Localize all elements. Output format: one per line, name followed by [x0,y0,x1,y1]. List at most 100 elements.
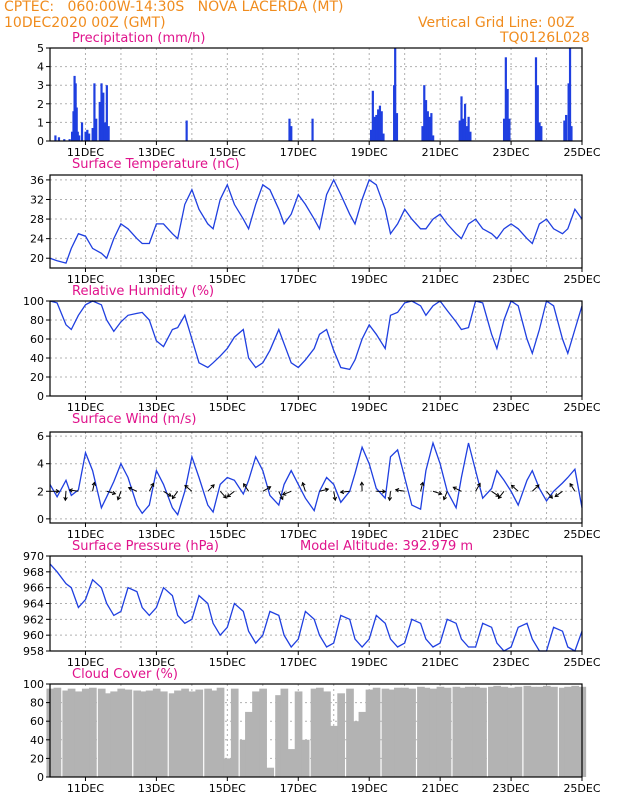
cloud-cover-bar [310,688,319,777]
humidity-ytick-label: 40 [30,352,44,365]
wind-arrow [475,483,481,492]
wind-arrow [171,490,179,499]
humidity-series-line [49,299,583,371]
precipitation-bar [57,137,61,141]
wind-arrow-head [167,492,172,497]
cloud-cover-bar [152,688,161,777]
cloud-cover-bar [422,687,431,777]
precipitation-xtick-label: 17DEC [280,146,317,159]
precipitation-bar [371,90,374,141]
precipitation-bar [185,120,188,141]
humidity-xtick-label: 13DEC [138,401,175,414]
wind-arrow [117,491,122,500]
pressure-xtick-label: 23DEC [493,656,530,669]
wind-arrow [531,484,540,492]
precipitation-ytick-label: 1 [37,116,44,129]
wind-arrow [227,490,235,498]
wind-arrow-head [91,481,97,486]
wind-arrow-head [184,484,189,489]
wind-arrow [498,490,505,499]
precipitation-bar [103,122,107,141]
precipitation-panel: 0 1 2 3 4 5 11DEC 13DEC 15DEC 17DEC 19DEC 21DEC 23DE… [37,31,601,159]
wind-arrow [511,484,519,492]
header-model-code: TQ0126L028 [500,30,590,46]
cloud-cover-bar [138,691,147,777]
humidity-xtick-label: 25DEC [563,401,600,414]
humidity-ytick-label: 0 [37,390,44,403]
precipitation-xtick-label: 25DEC [563,146,600,159]
wind-arrow [443,491,448,500]
cloud-cover-xtick-label: 11DEC [67,782,104,795]
precipitation-ytick-label: 2 [37,98,44,111]
precipitation-bar [467,116,470,141]
precipitation-xtick-label: 23DEC [493,146,530,159]
cloud-cover-bar [401,687,409,777]
precipitation-bar [107,126,110,141]
precipitation-bar [373,116,376,141]
cloud-cover-bar [145,690,154,777]
precipitation-bar [75,107,78,141]
cloud-cover-ytick-label: 20 [30,752,44,765]
header-grid-line: Vertical Grid Line: 00Z [418,15,575,31]
temperature-ytick-label: 36 [30,174,44,187]
precipitation-bar [288,118,291,141]
precipitation-xtick-label: 21DEC [422,146,459,159]
cloud-cover-bar [564,686,572,777]
wind-arrow-head [63,496,68,502]
pressure-ytick-label: 960 [23,629,44,642]
humidity-frame [49,300,583,397]
wind-arrow-head [510,484,516,489]
humidity-ytick-label: 100 [23,295,44,308]
pressure-annotation: Model Altitude: 392.979 m [300,539,473,554]
cloud-cover-bar [514,686,523,777]
wind-arrow-head [150,482,155,487]
cloud-cover-ytick-label: 40 [30,734,44,747]
cloud-cover-bar [204,688,212,777]
wind-xtick-label: 13DEC [138,528,175,541]
wind-arrow [106,490,116,495]
wind-arrow [569,483,576,492]
pressure-ytick-label: 962 [23,613,44,626]
wind-arrow-head [279,495,284,501]
precipitation-bar [536,85,539,141]
wind-arrow [340,490,350,493]
precipitation-bar [102,92,105,141]
wind-xtick-label: 23DEC [493,528,530,541]
cloud-cover-bar [316,687,324,777]
wind-arrow [163,490,172,497]
cloud-cover-xtick-label: 17DEC [280,782,317,795]
precipitation-bar [100,83,103,141]
wind-arrow [243,483,250,492]
temperature-ytick-label: 28 [30,213,44,226]
temperature-panel: 20 24 28 32 36 11DEC 13DEC 15DEC 17DEC 19DEC 21DEC… [30,157,601,286]
precipitation-bar [424,100,428,141]
wind-arrow [302,482,306,492]
precipitation-bar [311,118,314,141]
wind-arrow [262,486,271,492]
wind-arrow [546,490,553,499]
precipitation-frame [49,47,583,142]
precipitation-xtick-label: 11DEC [67,146,104,159]
wind-arrow [319,488,329,492]
precipitation-bar [105,85,108,141]
wind-arrow [453,486,462,492]
temperature-frame [49,174,583,269]
cloud-cover-bar [188,691,197,777]
precipitation-bar [430,113,433,141]
humidity-xtick-label: 11DEC [67,401,104,414]
cloud-cover-bar [558,687,567,777]
wind-arrow-head [548,494,553,499]
cloud-cover-bar [216,687,225,777]
humidity-panel: 0 20 40 60 80 100 11DEC 13DEC 15DEC 17DEC 19DEC 21D… [23,284,601,414]
pressure-xtick-label: 17DEC [280,656,317,669]
precipitation-xtick-label: 15DEC [209,146,246,159]
cloud-cover-bar [259,688,267,777]
wind-arrow-head [452,486,457,491]
humidity-xtick-label: 19DEC [351,401,388,414]
wind-ytick-label: 0 [37,513,44,526]
cloud-cover-bar [230,688,239,777]
wind-arrow [219,490,227,499]
wind-arrow-head [535,484,540,489]
cloud-cover-bar [301,739,310,777]
cloud-cover-bar [550,686,558,777]
